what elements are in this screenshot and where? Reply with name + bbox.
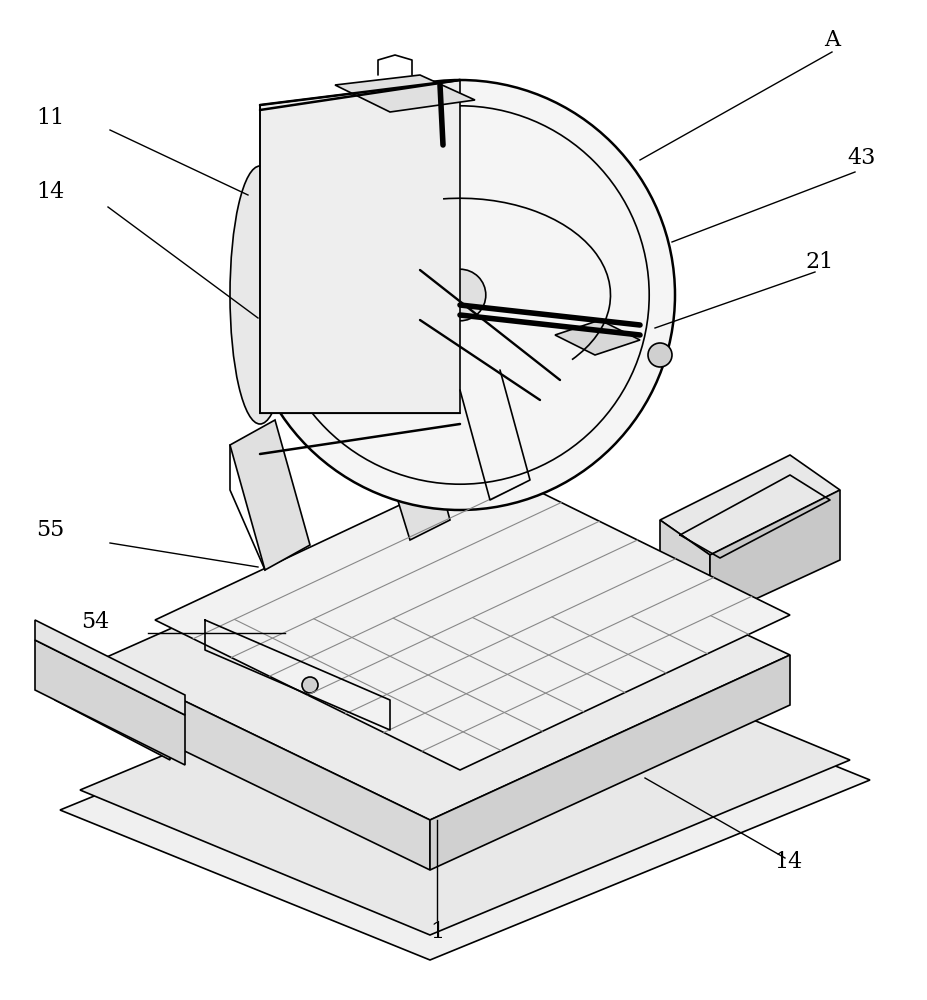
Polygon shape	[230, 420, 310, 570]
Polygon shape	[555, 320, 640, 355]
Polygon shape	[660, 455, 840, 555]
Polygon shape	[35, 640, 185, 765]
Text: 43: 43	[848, 147, 876, 169]
Polygon shape	[35, 620, 185, 715]
Text: 55: 55	[36, 519, 64, 541]
Text: 21: 21	[806, 251, 834, 273]
Text: 11: 11	[36, 107, 64, 129]
Circle shape	[434, 269, 486, 321]
Polygon shape	[100, 500, 790, 820]
Polygon shape	[100, 660, 430, 870]
Polygon shape	[80, 615, 850, 935]
Polygon shape	[430, 655, 790, 870]
Circle shape	[302, 677, 318, 693]
Ellipse shape	[230, 166, 290, 424]
Text: A: A	[824, 29, 840, 51]
Polygon shape	[60, 630, 870, 960]
Polygon shape	[370, 390, 450, 540]
Polygon shape	[335, 75, 475, 112]
Circle shape	[648, 343, 672, 367]
Polygon shape	[55, 660, 170, 740]
Polygon shape	[55, 680, 170, 760]
Circle shape	[245, 80, 675, 510]
Polygon shape	[660, 520, 710, 620]
Polygon shape	[155, 465, 790, 770]
Polygon shape	[710, 490, 840, 620]
Text: 1: 1	[430, 921, 444, 943]
Text: 14: 14	[36, 181, 64, 203]
Text: 14: 14	[774, 851, 802, 873]
Text: 54: 54	[81, 611, 109, 633]
Polygon shape	[260, 80, 460, 413]
